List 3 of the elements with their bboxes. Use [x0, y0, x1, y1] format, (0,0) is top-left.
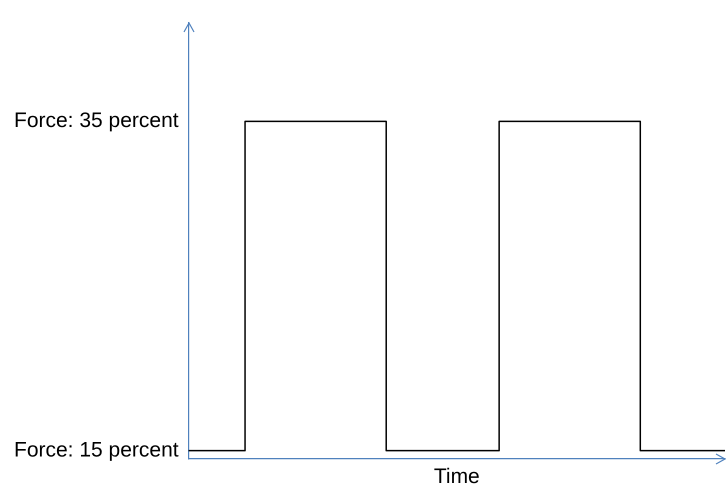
y-tick-label: Force: 35 percent [14, 109, 179, 132]
y-tick-label: Force: 15 percent [14, 438, 179, 462]
x-axis-title: Time [434, 465, 480, 488]
